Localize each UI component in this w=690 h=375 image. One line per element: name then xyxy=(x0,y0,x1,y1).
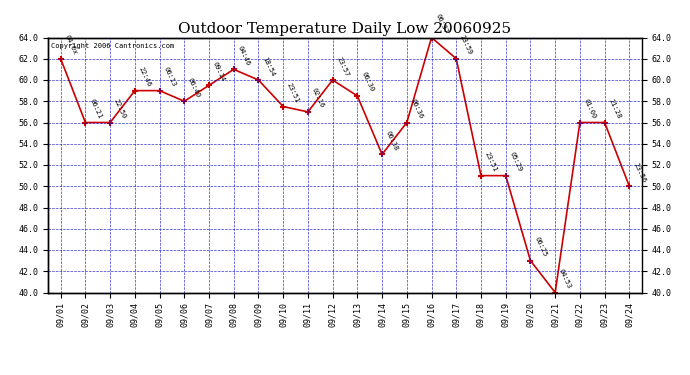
Text: Copyright 2006 Cantronics.com: Copyright 2006 Cantronics.com xyxy=(51,43,175,49)
Text: 06:36: 06:36 xyxy=(410,98,424,120)
Text: 18:54: 18:54 xyxy=(262,56,276,77)
Text: 21:28: 21:28 xyxy=(607,98,622,120)
Text: 04:46: 04:46 xyxy=(237,45,251,67)
Text: 23:56: 23:56 xyxy=(632,162,647,183)
Text: 22:46: 22:46 xyxy=(137,66,152,88)
Text: 04:53: 04:53 xyxy=(558,268,573,290)
Text: 22:50: 22:50 xyxy=(113,98,128,120)
Text: 02:16: 02:16 xyxy=(310,87,325,109)
Text: 06:37: 06:37 xyxy=(434,13,448,35)
Text: 23:57: 23:57 xyxy=(335,56,350,77)
Text: 06:25: 06:25 xyxy=(533,236,548,258)
Text: 04:0x: 04:0x xyxy=(63,34,78,56)
Text: 01:00: 01:00 xyxy=(582,98,597,120)
Text: 06:13: 06:13 xyxy=(162,66,177,88)
Text: 05:29: 05:29 xyxy=(509,151,523,173)
Text: 23:59: 23:59 xyxy=(459,34,473,56)
Title: Outdoor Temperature Daily Low 20060925: Outdoor Temperature Daily Low 20060925 xyxy=(179,22,511,36)
Text: 09:14: 09:14 xyxy=(212,61,226,82)
Text: 23:51: 23:51 xyxy=(286,82,300,104)
Text: 06:30: 06:30 xyxy=(360,71,375,93)
Text: 06:38: 06:38 xyxy=(385,130,400,152)
Text: 06:21: 06:21 xyxy=(88,98,103,120)
Text: 06:40: 06:40 xyxy=(187,76,201,99)
Text: 23:51: 23:51 xyxy=(484,151,498,173)
